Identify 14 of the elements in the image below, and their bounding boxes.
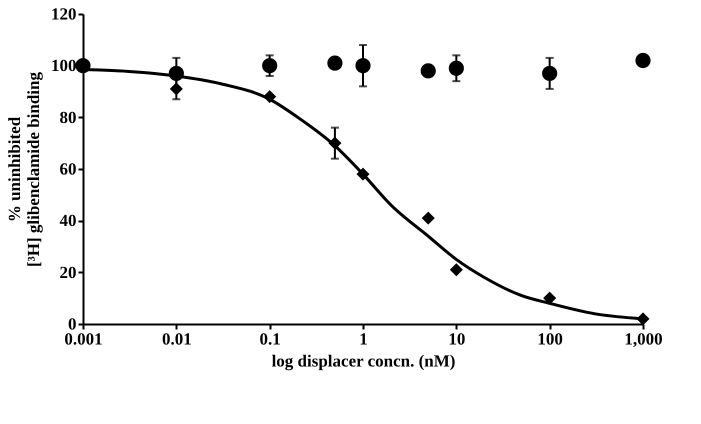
y-tick-label: 20 [60,262,76,282]
x-tick-label: 1 [359,330,368,348]
x-tick-label: 100 [537,330,563,348]
y-tick-label: 120 [51,4,76,24]
y-tick-label: 80 [60,108,76,127]
x-tick-label: 1,000 [624,330,663,348]
y-tick-label: 100 [51,56,76,76]
y-tick-label: 40 [60,211,76,230]
y-axis-title: % uninhibited [³H] glibenclamide binding [5,72,43,267]
y-tick-label: 60 [60,160,76,178]
x-tick-label: 0.1 [260,330,281,348]
x-axis-title: log displacer concn. (nM) [272,352,456,370]
x-tick-label: 0.01 [162,330,192,348]
x-tick-label: 10 [448,330,466,348]
